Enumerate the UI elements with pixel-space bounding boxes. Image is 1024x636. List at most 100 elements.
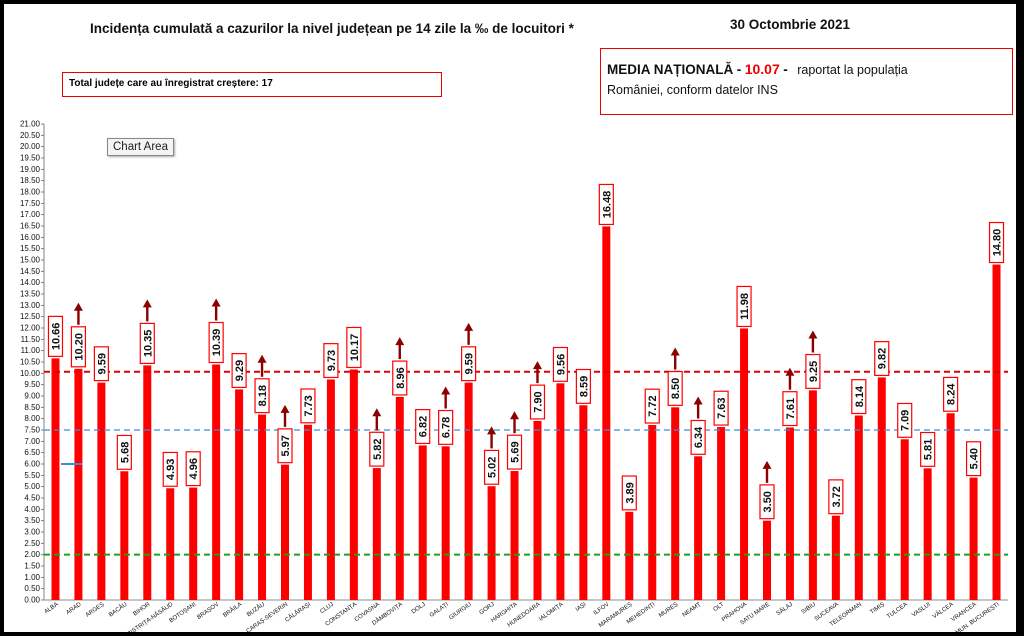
bar-giurgiu: [464, 382, 473, 600]
bar-olt: [717, 427, 726, 600]
bar-covasna: [372, 468, 381, 600]
value-label-box: [851, 379, 867, 415]
bar-timiș: [877, 377, 886, 600]
bar-brașov: [212, 364, 221, 600]
value-label: 7.72: [647, 395, 659, 416]
value-label-box: [323, 343, 339, 379]
y-tick-label: 9.50: [24, 380, 40, 389]
y-tick-label: 1.50: [24, 562, 40, 571]
y-tick-label: 5.00: [24, 482, 40, 491]
value-label-box: [208, 321, 224, 364]
increase-arrow-head: [670, 347, 680, 356]
x-tick-label: SIBIU: [801, 602, 817, 616]
bar-brăila: [235, 389, 244, 600]
increase-arrow-head: [257, 354, 267, 363]
bar-constanța: [349, 369, 358, 600]
value-label-box: [874, 341, 890, 377]
y-tick-label: 13.00: [20, 301, 41, 310]
bar-tulcea: [900, 439, 909, 600]
increase-arrow-head: [211, 298, 221, 307]
bar-sibiu: [808, 390, 817, 600]
value-label-box: [392, 360, 408, 396]
value-label: 7.09: [900, 410, 912, 431]
bar-vâlcea: [946, 413, 955, 600]
increase-arrow-head: [395, 337, 405, 346]
bar-suceava: [831, 515, 840, 600]
value-label-box: [759, 484, 775, 520]
value-label-box: [300, 388, 316, 424]
y-tick-label: 6.00: [24, 460, 40, 469]
bar-dâmbovița: [395, 396, 404, 600]
y-tick-label: 13.50: [20, 290, 41, 299]
value-label-box: [346, 326, 362, 369]
y-tick-label: 1.00: [24, 573, 40, 582]
bar-cluj: [326, 379, 335, 600]
value-label-box: [736, 285, 752, 328]
y-tick-label: 17.00: [20, 210, 41, 219]
increase-arrow-head: [510, 411, 520, 420]
bar-bacău: [120, 471, 129, 600]
value-label: 7.90: [532, 391, 544, 412]
value-label-box: [47, 315, 64, 357]
value-label: 8.50: [670, 378, 682, 399]
value-label: 8.96: [395, 367, 407, 388]
value-label-box: [805, 353, 821, 389]
x-tick-label: BACĂU: [108, 601, 129, 619]
x-tick-label: OLT: [713, 602, 726, 614]
value-label: 5.82: [372, 438, 384, 459]
x-tick-label: GALAȚI: [429, 602, 450, 619]
x-tick-label: GIURGIU: [448, 602, 472, 622]
x-tick-label: NEAMȚ: [682, 602, 703, 619]
x-tick-label: DOLJ: [411, 602, 427, 616]
x-tick-label: CLUJ: [319, 602, 335, 616]
national-average-separator-1: -: [736, 62, 742, 77]
x-tick-label: IALOMIȚA: [538, 602, 564, 623]
bar-alba: [51, 358, 60, 600]
value-label: 11.98: [739, 293, 751, 320]
bar-chart: 0.00 0.50 1.00 1.50 2.00 2.50 3.00 3.50 4.00 4.50…: [20, 120, 1008, 632]
value-label: 8.18: [257, 385, 269, 406]
value-label-box: [667, 370, 683, 406]
national-average-value: 10.07: [744, 61, 780, 77]
national-average-box: MEDIA NAȚIONALĂ - 10.07 - raportat la po…: [600, 48, 1013, 115]
y-tick-label: 18.00: [20, 188, 41, 197]
value-label-box: [162, 451, 178, 487]
value-label-box: [621, 475, 637, 511]
value-label-box: [277, 428, 293, 464]
y-tick-label: 7.00: [24, 437, 40, 446]
value-label-box: [438, 409, 454, 445]
value-label: 6.78: [441, 417, 453, 438]
national-average-text-2: României, conform datelor INS: [607, 83, 778, 97]
bar-vrancea: [969, 477, 978, 600]
value-label: 5.97: [280, 435, 292, 456]
x-tick-label: ARGEȘ: [85, 602, 106, 619]
y-tick-label: 14.50: [20, 267, 41, 276]
increase-arrow-head: [762, 460, 772, 469]
value-label: 10.39: [211, 329, 223, 357]
value-label: 9.82: [877, 348, 889, 369]
x-tick-label: BUZĂU: [246, 601, 267, 618]
x-tick-label: TIMIȘ: [869, 602, 886, 616]
y-tick-label: 0.50: [24, 584, 40, 593]
y-tick-label: 7.50: [24, 426, 40, 435]
national-average-label: MEDIA NAȚIONALĂ: [607, 62, 734, 77]
bar-gorj: [487, 486, 496, 600]
value-label: 8.24: [946, 383, 958, 405]
value-label: 4.93: [165, 459, 177, 480]
national-average-separator-2: -: [783, 62, 788, 77]
value-label-box: [552, 346, 569, 382]
value-label: 7.61: [785, 398, 797, 419]
y-tick-label: 2.00: [24, 550, 40, 559]
x-tick-label: ILFOV: [593, 602, 611, 617]
increase-arrow-head: [464, 322, 474, 331]
bar-arad: [74, 368, 83, 600]
bar-prahova: [740, 328, 749, 600]
value-label: 9.29: [234, 360, 246, 381]
value-label: 10.17: [349, 334, 361, 362]
bar-teleorman: [854, 415, 863, 600]
chart-area-tooltip: Chart Area: [107, 138, 174, 156]
x-tick-label: CĂLĂRAȘI: [284, 601, 313, 624]
total-increase-value: 17: [261, 78, 273, 89]
bar-mehedinți: [648, 425, 657, 600]
bar-bistrița-năsăud: [166, 488, 175, 600]
